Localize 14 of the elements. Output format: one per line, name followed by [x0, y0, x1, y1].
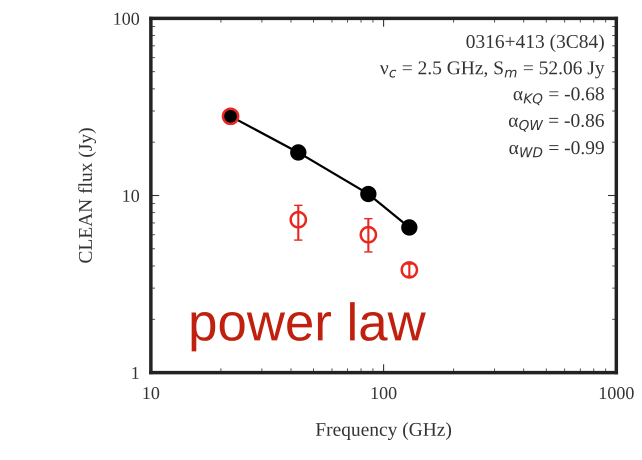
annotation: ν$_{c}$ = 2.5 GHz, S$_{m}$ = 52.06 Jy: [380, 61, 604, 78]
annotation: α$_{QW}$ = -0.86: [508, 114, 604, 132]
annotation: 0316+413 (3C84): [466, 34, 604, 52]
x-tick-label: 1000: [600, 387, 634, 400]
y-tick-label: 1: [132, 366, 139, 379]
annotation: power law: [192, 302, 426, 352]
x-axis-title: Frequency (GHz): [316, 422, 452, 440]
annotation: α$_{WD}$ = -0.99: [509, 141, 604, 158]
x-tick-label: 10: [143, 387, 160, 400]
y-axis-title: CLEAN flux (Jy): [78, 128, 96, 263]
annotation: α$_{KQ}$ = -0.68: [514, 87, 604, 106]
y-tick-label: 10: [123, 190, 140, 202]
x-tick-label: 100: [372, 387, 396, 400]
y-tick-label: 100: [114, 12, 140, 25]
